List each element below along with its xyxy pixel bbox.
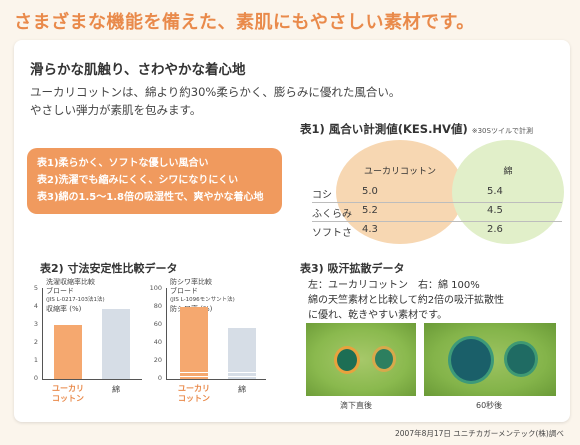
label-cotton: 綿 bbox=[112, 385, 120, 394]
table1-row-label: ソフトさ bbox=[312, 228, 352, 239]
y-tick: 60 bbox=[153, 320, 162, 328]
bar-eucalyptus-cotton bbox=[180, 307, 208, 379]
table1-row-label: コシ bbox=[312, 190, 332, 201]
y-tick: 1 bbox=[33, 356, 38, 364]
y-tick: 3 bbox=[33, 320, 38, 328]
table1-value-a: 5.0 bbox=[362, 186, 378, 197]
thermal-photo-after bbox=[424, 323, 556, 396]
table1-value-a: 5.2 bbox=[362, 205, 378, 216]
intro-text: ユーカリコットンは、綿より約30%柔らかく、膨らみに優れた風合い。 やさしい弾力… bbox=[30, 83, 530, 119]
features-box: 表1)柔らかく、ソフトな優しい風合い 表2)洗濯でも縮みにくく、シワになりにくい… bbox=[27, 148, 282, 214]
y-tick: 40 bbox=[153, 338, 162, 346]
feature-item: 表1)柔らかく、ソフトな優しい風合い bbox=[37, 158, 209, 169]
bar-cotton bbox=[102, 309, 130, 379]
feature-item: 表3)綿の1.5〜1.8倍の吸湿性で、爽やかな着心地 bbox=[37, 192, 264, 203]
legend-line: 防シワ率比較 bbox=[170, 278, 212, 286]
spread-spot-right bbox=[504, 341, 538, 377]
intro-line-1: ユーカリコットンは、綿より約30%柔らかく、膨らみに優れた風合い。 bbox=[30, 85, 401, 99]
bar-cotton bbox=[228, 328, 256, 379]
source-footer: 2007年8月17日 ユニチカガーメンテック(株)調べ bbox=[395, 429, 564, 438]
table1-title-text: 表1) 風合い計測値(KES.HV値) bbox=[300, 122, 468, 136]
table1-value-b: 5.4 bbox=[487, 186, 503, 197]
table1-column-a-highlight bbox=[336, 140, 464, 244]
table3-line: 綿の天竺素材と比較して約2倍の吸汗拡散性 bbox=[308, 295, 505, 306]
shrinkage-legend: 洗濯収縮率比較 ブロード (JIS L-0217-103法1法) 収縮率 (%) bbox=[46, 278, 105, 314]
table1-row: コシ 5.0 5.4 bbox=[312, 184, 562, 203]
table1-value-b: 4.5 bbox=[487, 205, 503, 216]
y-tick: 80 bbox=[153, 302, 162, 310]
photo-label-after: 60秒後 bbox=[476, 401, 503, 410]
shrinkage-chart: 5 4 3 2 1 0 洗濯収縮率比較 ブロード (JIS L-0217-103… bbox=[28, 278, 148, 410]
y-tick: 4 bbox=[33, 302, 38, 310]
page-headline: さまざまな機能を備えた、素肌にもやさしい素材です。 bbox=[14, 12, 475, 33]
table1-row: ふくらみ 5.2 4.5 bbox=[312, 203, 562, 222]
droplet-spot-right bbox=[372, 346, 396, 372]
thermal-photo-before bbox=[306, 323, 416, 396]
y-axis-line bbox=[166, 288, 167, 380]
legend-line: 洗濯収縮率比較 bbox=[46, 278, 95, 286]
label-eucalyptus-cotton: ユーカリ コットン bbox=[178, 384, 210, 403]
table3-title: 表3) 吸汗拡散データ bbox=[300, 262, 405, 275]
table1-column-b-highlight bbox=[452, 140, 564, 244]
table1-row-label: ふくらみ bbox=[312, 209, 352, 220]
table3-line: に優れ、乾きやすい素材です。 bbox=[308, 310, 448, 321]
y-tick: 5 bbox=[33, 284, 38, 292]
wrinkle-chart: 100 80 60 40 20 0 防シワ率比較 ブロード (JIS L-109… bbox=[148, 278, 278, 410]
label-eucalyptus-cotton: ユーカリ コットン bbox=[52, 384, 84, 403]
table1-header-a: ユーカリコットン bbox=[363, 167, 436, 177]
table2-title: 表2) 寸法安定性比較データ bbox=[40, 262, 178, 275]
table3-line: 左：ユーカリコットン 右：綿 100% bbox=[308, 280, 480, 291]
table1-value-b: 2.6 bbox=[487, 224, 503, 235]
y-tick: 100 bbox=[149, 284, 162, 292]
legend-line: ブロード bbox=[170, 287, 198, 295]
photo-label-before: 滴下直後 bbox=[340, 401, 372, 410]
droplet-spot-left bbox=[334, 346, 360, 374]
legend-line: ブロード bbox=[46, 287, 74, 295]
section-subtitle: 滑らかな肌触り、さわやかな着心地 bbox=[30, 62, 246, 78]
legend-line: (JIS L-1096モンサント法) bbox=[170, 297, 235, 303]
table1-value-a: 4.3 bbox=[362, 224, 378, 235]
table1-note: ※30Sツイルで計測 bbox=[471, 127, 533, 135]
table1-row: ソフトさ 4.3 2.6 bbox=[312, 222, 562, 240]
spread-spot-left bbox=[448, 336, 494, 384]
intro-line-2: やさしい弾力が素肌を包みます。 bbox=[30, 103, 202, 117]
y-tick: 20 bbox=[153, 356, 162, 364]
bar-eucalyptus-cotton bbox=[54, 325, 82, 379]
feature-item: 表2)洗濯でも縮みにくく、シワになりにくい bbox=[37, 175, 239, 186]
legend-line: (JIS L-0217-103法1法) bbox=[46, 297, 105, 303]
y-tick: 0 bbox=[157, 374, 162, 382]
x-axis-line bbox=[166, 379, 266, 380]
y-axis-line bbox=[42, 288, 43, 380]
y-tick: 0 bbox=[33, 374, 38, 382]
x-axis-line bbox=[42, 379, 142, 380]
y-tick: 2 bbox=[33, 338, 38, 346]
table1-title: 表1) 風合い計測値(KES.HV値) ※30Sツイルで計測 bbox=[300, 121, 533, 137]
label-cotton: 綿 bbox=[238, 385, 246, 394]
table1-header-b: 綿 bbox=[503, 167, 513, 177]
legend-line: 収縮率 (%) bbox=[46, 305, 82, 313]
axis-break-mark bbox=[176, 372, 260, 377]
table3-description: 左：ユーカリコットン 右：綿 100% 綿の天竺素材と比較して約2倍の吸汗拡散性… bbox=[308, 278, 558, 323]
